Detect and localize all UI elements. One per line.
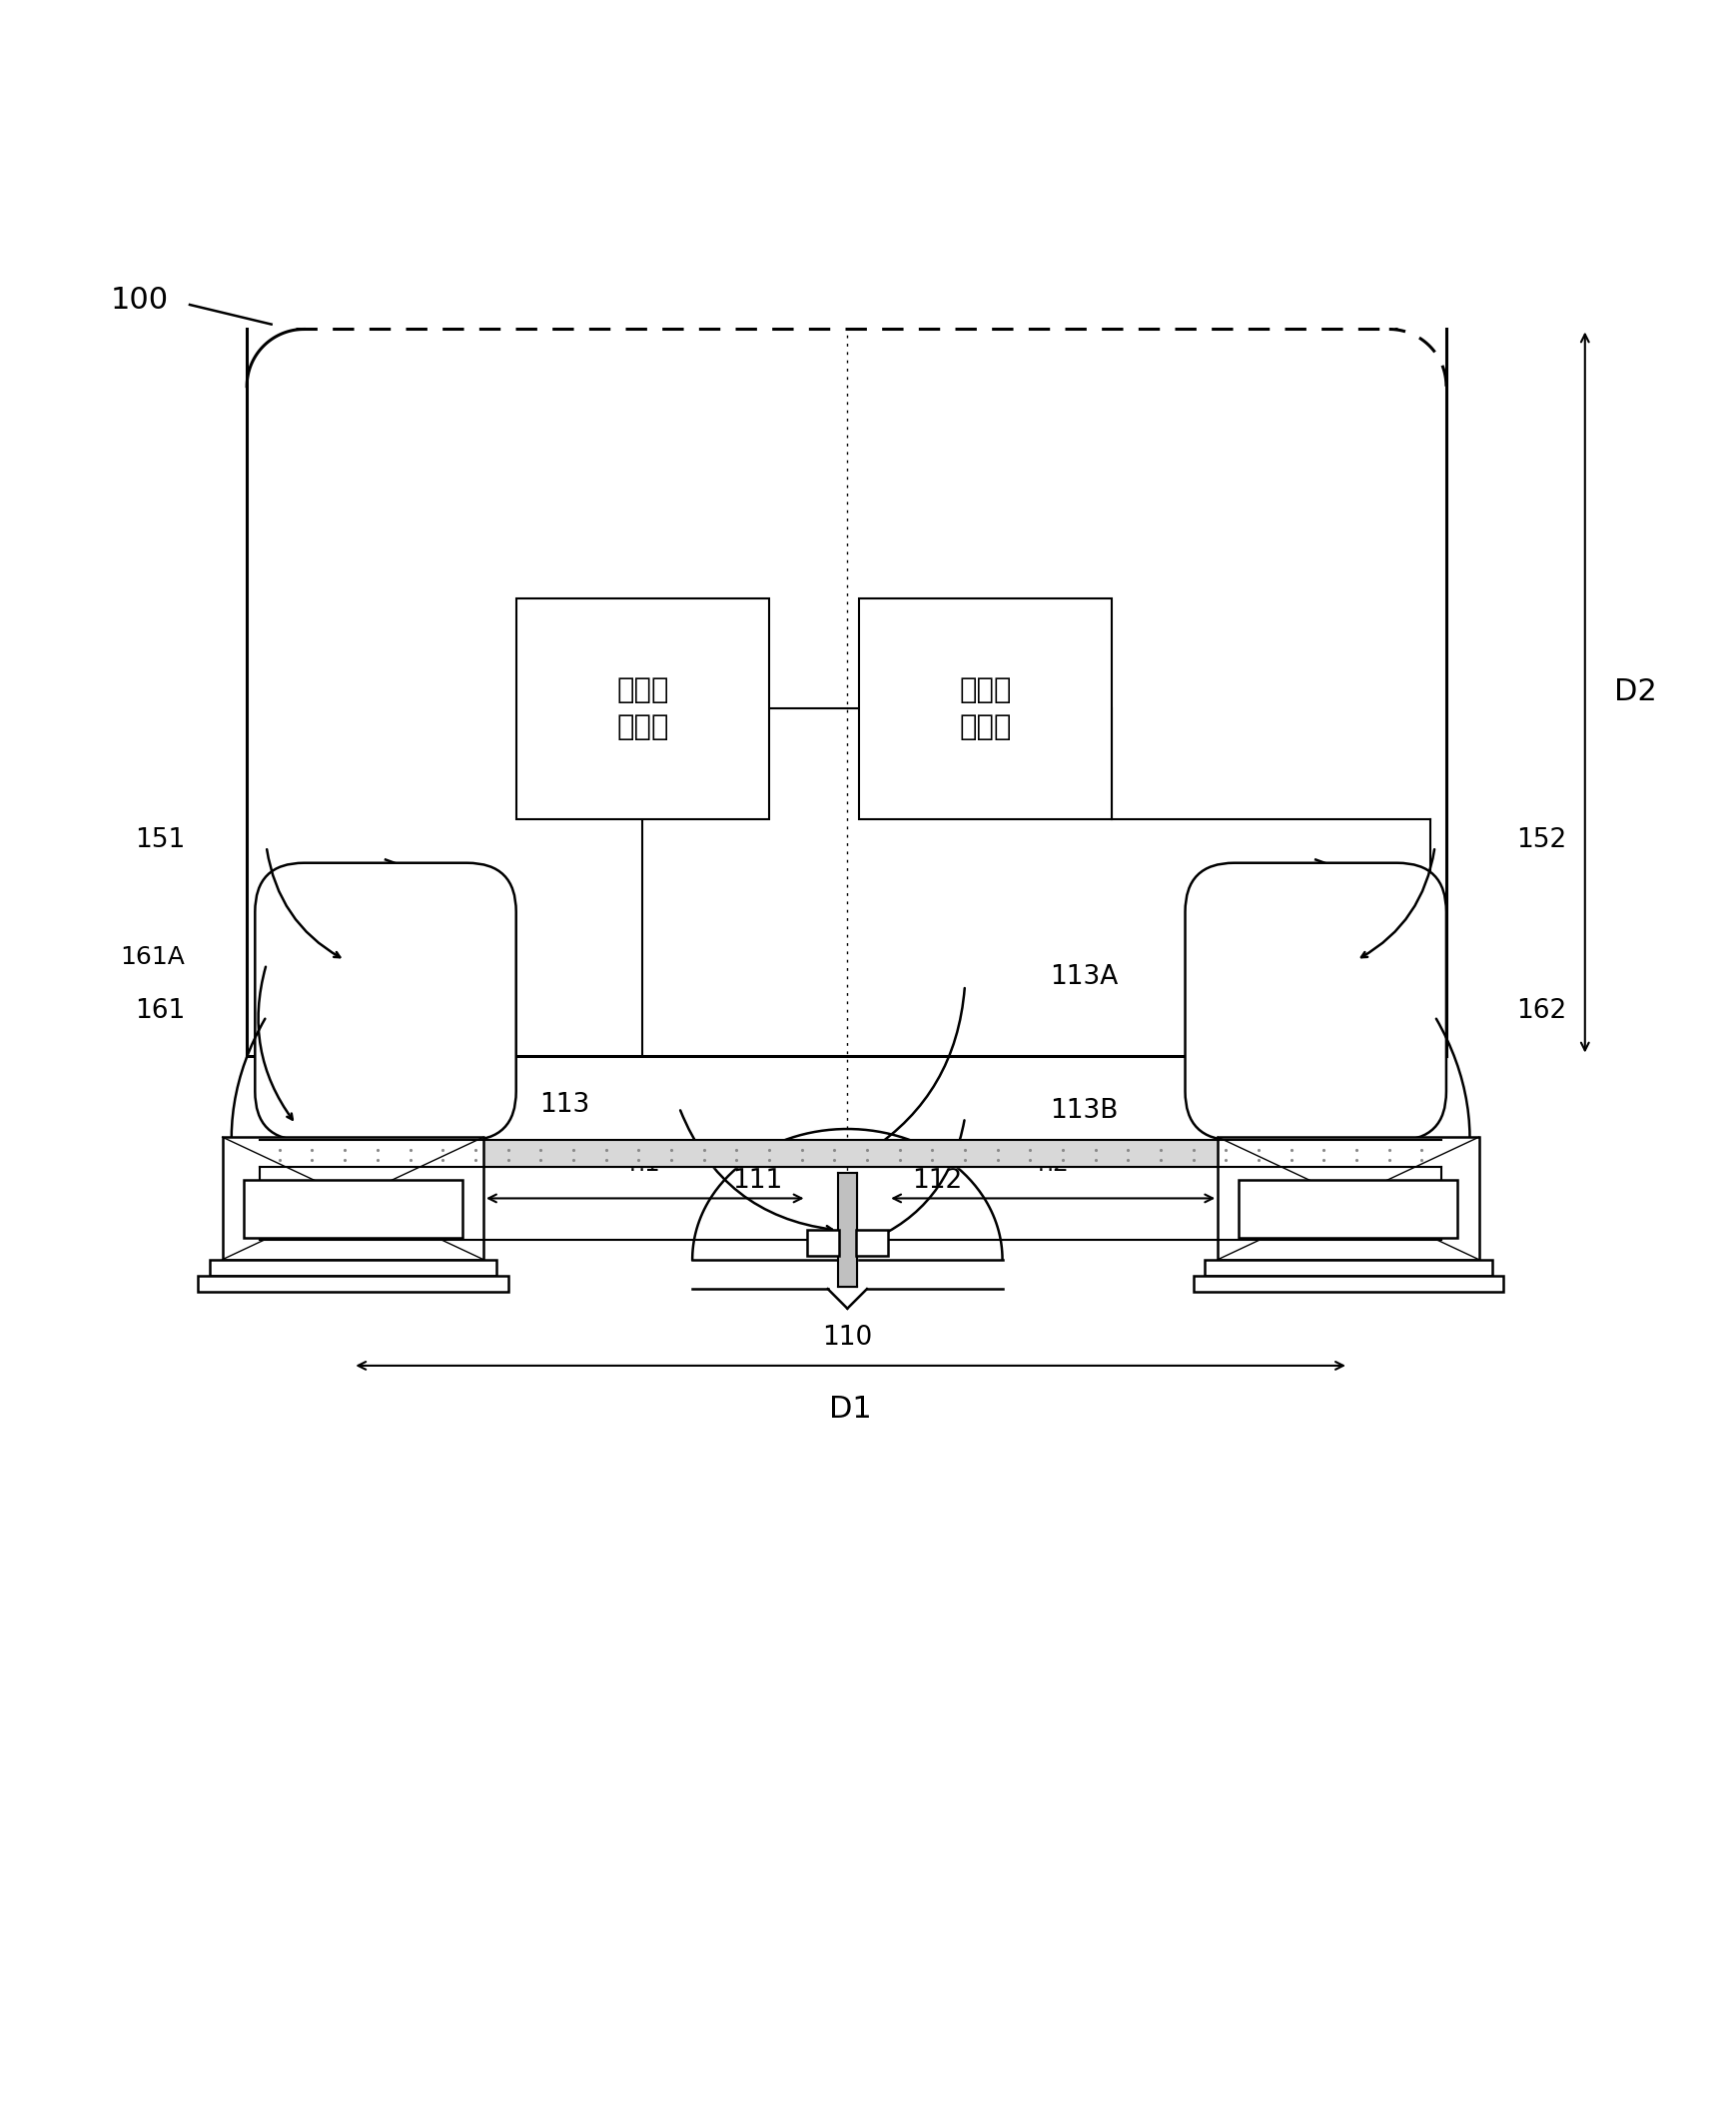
Text: 112: 112 (911, 1167, 962, 1195)
Text: 161A: 161A (120, 946, 184, 969)
Bar (856, 1231, 889, 1256)
Bar (1240, 1180, 1458, 1239)
Bar (516, 600, 769, 819)
Bar (198, 1275, 509, 1292)
Text: 162: 162 (1517, 999, 1566, 1024)
FancyBboxPatch shape (1186, 863, 1446, 1140)
FancyBboxPatch shape (255, 863, 516, 1140)
Text: 113B: 113B (1050, 1098, 1118, 1123)
Text: h2: h2 (1036, 1150, 1069, 1176)
Text: 151: 151 (135, 828, 184, 853)
Text: 161: 161 (135, 999, 184, 1024)
Text: 110: 110 (823, 1326, 873, 1351)
Bar (1205, 1260, 1491, 1275)
Text: 区域控
制单元: 区域控 制单元 (616, 676, 668, 741)
Text: h1: h1 (628, 1150, 661, 1176)
Bar (1219, 1138, 1479, 1260)
Bar (859, 600, 1111, 819)
Text: 113A: 113A (1050, 965, 1118, 990)
Bar (243, 1180, 462, 1239)
Bar (210, 1260, 496, 1275)
Text: D1: D1 (830, 1395, 871, 1425)
Bar (807, 1231, 838, 1256)
Bar (222, 1138, 483, 1260)
Text: 113: 113 (540, 1091, 590, 1117)
Text: 100: 100 (111, 285, 168, 315)
Text: 152: 152 (1517, 828, 1566, 853)
Text: D2: D2 (1614, 678, 1658, 707)
Text: 车辆制
动系统: 车辆制 动系统 (958, 676, 1012, 741)
Bar (1193, 1275, 1503, 1292)
Text: 111: 111 (733, 1167, 783, 1195)
